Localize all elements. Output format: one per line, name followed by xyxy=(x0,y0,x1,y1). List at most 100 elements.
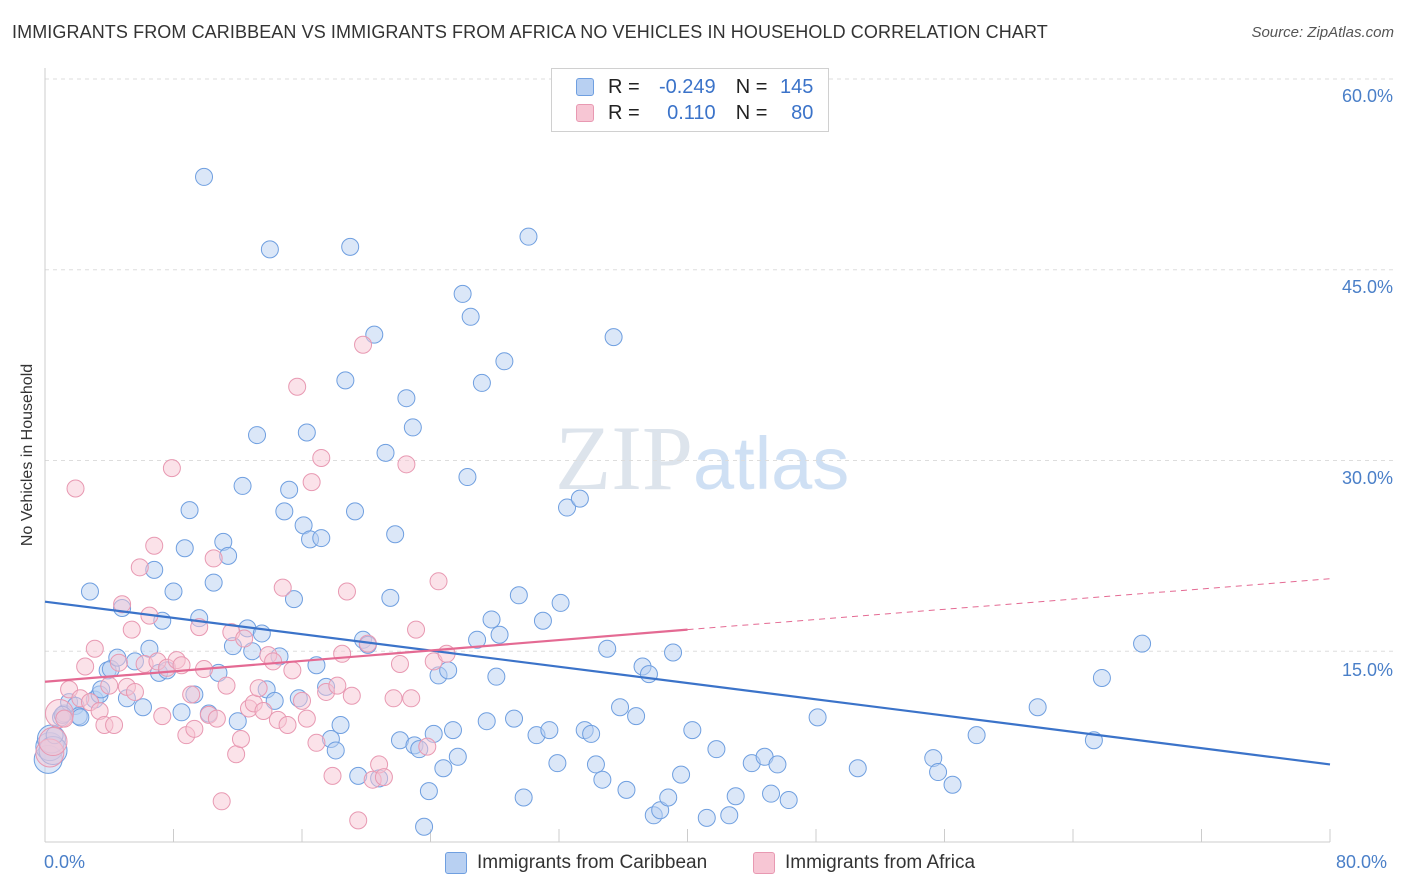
caribbean-point xyxy=(582,724,601,743)
africa-point xyxy=(217,676,236,695)
caribbean-point xyxy=(260,240,279,259)
caribbean-point xyxy=(175,539,194,558)
africa-point xyxy=(185,719,204,738)
africa-point xyxy=(402,689,421,708)
africa-point xyxy=(85,639,104,658)
watermark-atlas: atlas xyxy=(693,422,850,505)
africa-point xyxy=(273,578,292,597)
caribbean-point xyxy=(164,582,183,601)
africa-point xyxy=(212,792,231,811)
legend: R = -0.249 N = 145 R = 0.110 N = 80 xyxy=(551,68,829,132)
caribbean-point xyxy=(943,775,962,794)
caribbean-point xyxy=(540,721,559,740)
y-tick-label: 30.0% xyxy=(1341,468,1393,488)
caribbean-point xyxy=(659,788,678,807)
caribbean-point xyxy=(505,709,524,728)
y-axis-label: No Vehicles in Household xyxy=(19,363,36,547)
legend-swatch-blue xyxy=(576,78,594,96)
africa-point xyxy=(354,335,373,354)
caribbean-point xyxy=(403,418,422,437)
caribbean-point xyxy=(611,698,630,717)
caribbean-point xyxy=(598,639,617,658)
africa-point xyxy=(249,679,268,698)
africa-point xyxy=(293,691,311,710)
caribbean-point xyxy=(726,787,745,806)
africa-point xyxy=(407,620,426,639)
africa-point xyxy=(122,620,141,639)
caribbean-point xyxy=(280,480,299,499)
legend-n-label: N = xyxy=(735,101,768,124)
africa-point xyxy=(312,448,331,467)
caribbean-point xyxy=(376,443,395,462)
africa-point xyxy=(130,558,149,577)
africa-point xyxy=(190,618,209,637)
caribbean-point xyxy=(461,307,480,326)
caribbean-point xyxy=(779,791,798,810)
caribbean-point xyxy=(297,423,316,442)
caribbean-point xyxy=(195,167,214,186)
x-tick-label: 0.0% xyxy=(44,852,86,872)
caribbean-point xyxy=(967,726,986,745)
africa-point xyxy=(390,654,409,673)
caribbean-point xyxy=(312,529,331,548)
legend-swatch-pink xyxy=(576,104,594,122)
chart-title: IMMIGRANTS FROM CARIBBEAN VS IMMIGRANTS … xyxy=(12,22,1048,42)
africa-point xyxy=(227,745,246,764)
caribbean-point xyxy=(419,782,438,801)
africa-point xyxy=(374,768,393,787)
caribbean-point xyxy=(593,770,612,789)
africa-point xyxy=(254,702,273,721)
source-label: Source: ZipAtlas.com xyxy=(1251,24,1394,41)
bottom-legend-label: Immigrants from Africa xyxy=(785,852,976,873)
caribbean-point xyxy=(415,817,434,836)
caribbean-point xyxy=(495,352,514,371)
africa-point xyxy=(153,707,172,726)
caribbean-point xyxy=(929,763,948,782)
caribbean-point xyxy=(448,747,467,766)
caribbean-point xyxy=(570,489,589,508)
caribbean-point xyxy=(482,610,501,629)
africa-point xyxy=(145,536,164,555)
caribbean-point xyxy=(326,741,345,760)
caribbean-point xyxy=(1092,668,1111,687)
caribbean-point xyxy=(275,502,294,521)
caribbean-point xyxy=(683,721,702,740)
africa-point xyxy=(125,682,144,701)
caribbean-point xyxy=(519,227,538,246)
caribbean-point xyxy=(768,755,787,774)
caribbean-point xyxy=(381,588,400,607)
caribbean-point xyxy=(651,801,670,820)
africa-point xyxy=(182,685,201,704)
africa-point xyxy=(397,455,416,474)
caribbean-point xyxy=(336,371,355,390)
caribbean-point xyxy=(397,389,416,408)
caribbean-point xyxy=(762,784,781,803)
africa-point xyxy=(264,652,283,671)
caribbean-point xyxy=(434,759,453,778)
bottom-legend-caribbean: Immigrants from Caribbean xyxy=(445,852,707,874)
africa-point xyxy=(323,766,342,785)
y-tick-label: 15.0% xyxy=(1341,660,1393,680)
caribbean-point xyxy=(443,721,462,740)
caribbean-point xyxy=(533,611,552,630)
africa-trend-line xyxy=(44,628,688,683)
caribbean-point xyxy=(180,501,199,520)
africa-point xyxy=(342,686,361,705)
africa-point xyxy=(100,676,119,695)
africa-point xyxy=(113,595,132,614)
africa-point xyxy=(55,709,74,728)
legend-n-label: N = xyxy=(735,75,768,98)
caribbean-point xyxy=(453,284,472,303)
bottom-legend-africa: Immigrants from Africa xyxy=(753,852,975,874)
caribbean-point xyxy=(490,625,509,644)
caribbean-point xyxy=(172,703,191,722)
legend-row-africa: R = 0.110 N = 80 xyxy=(576,102,813,124)
caribbean-point xyxy=(558,498,577,517)
caribbean-point xyxy=(707,740,726,759)
africa-point xyxy=(235,629,254,648)
caribbean-point xyxy=(848,759,867,778)
caribbean-point xyxy=(548,754,567,773)
africa-point xyxy=(297,709,316,728)
caribbean-point xyxy=(233,476,252,495)
caribbean-point xyxy=(248,426,267,445)
